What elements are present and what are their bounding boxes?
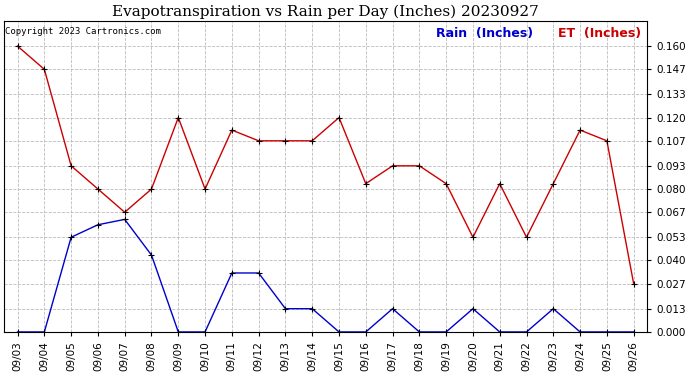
Rain  (Inches) [228,271,236,275]
Legend: Rain  (Inches), ET  (Inches): Rain (Inches), ET (Inches) [435,27,641,40]
ET  (Inches) [629,282,638,286]
Text: Copyright 2023 Cartronics.com: Copyright 2023 Cartronics.com [6,27,161,36]
ET  (Inches) [228,128,236,132]
ET  (Inches) [415,164,424,168]
ET  (Inches) [335,116,343,120]
Line: Rain  (Inches): Rain (Inches) [14,216,637,335]
Title: Evapotranspiration vs Rain per Day (Inches) 20230927: Evapotranspiration vs Rain per Day (Inch… [112,4,539,18]
Line: ET  (Inches): ET (Inches) [14,43,637,287]
ET  (Inches) [469,235,477,240]
ET  (Inches) [121,210,129,214]
ET  (Inches) [442,182,451,186]
ET  (Inches) [13,44,21,48]
ET  (Inches) [40,67,48,72]
ET  (Inches) [255,138,263,143]
Rain  (Inches) [549,306,558,311]
Rain  (Inches) [576,330,584,334]
ET  (Inches) [94,187,102,191]
ET  (Inches) [308,138,316,143]
ET  (Inches) [576,128,584,132]
Rain  (Inches) [94,222,102,227]
Rain  (Inches) [388,306,397,311]
ET  (Inches) [174,116,182,120]
ET  (Inches) [282,138,290,143]
ET  (Inches) [549,182,558,186]
Rain  (Inches) [201,330,209,334]
Rain  (Inches) [13,330,21,334]
Rain  (Inches) [442,330,451,334]
ET  (Inches) [495,182,504,186]
Rain  (Inches) [335,330,343,334]
Rain  (Inches) [174,330,182,334]
Rain  (Inches) [362,330,370,334]
ET  (Inches) [148,187,156,191]
Rain  (Inches) [67,235,75,240]
Rain  (Inches) [469,306,477,311]
ET  (Inches) [388,164,397,168]
Rain  (Inches) [40,330,48,334]
Rain  (Inches) [255,271,263,275]
ET  (Inches) [67,164,75,168]
Rain  (Inches) [308,306,316,311]
Rain  (Inches) [495,330,504,334]
ET  (Inches) [522,235,531,240]
ET  (Inches) [603,138,611,143]
Rain  (Inches) [415,330,424,334]
ET  (Inches) [362,182,370,186]
Rain  (Inches) [603,330,611,334]
Rain  (Inches) [282,306,290,311]
Rain  (Inches) [121,217,129,222]
Rain  (Inches) [148,253,156,257]
Rain  (Inches) [629,330,638,334]
ET  (Inches) [201,187,209,191]
Rain  (Inches) [522,330,531,334]
